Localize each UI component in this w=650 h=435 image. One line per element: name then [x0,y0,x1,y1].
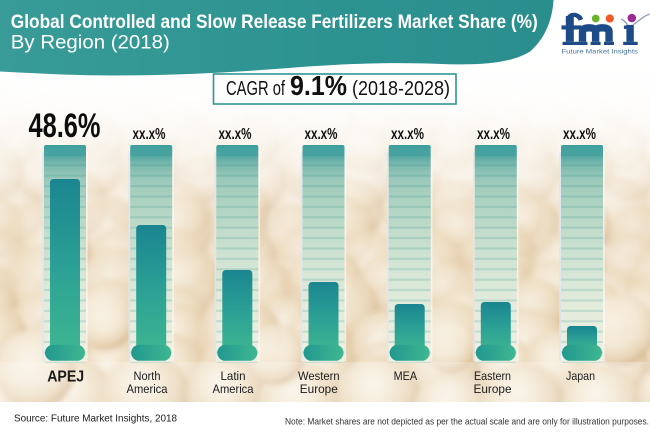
svg-text:APEJ: APEJ [47,369,84,386]
svg-text:America: America [213,382,254,396]
svg-text:(2018-2028): (2018-2028) [352,78,450,100]
svg-text:48.6%: 48.6% [29,107,101,145]
svg-text:9.1%: 9.1% [290,70,347,101]
svg-text:Europe: Europe [300,382,338,396]
svg-text:MEA: MEA [394,369,418,383]
svg-text:Global Controlled and Slow Rel: Global Controlled and Slow Release Ferti… [11,11,538,33]
svg-text:Europe: Europe [474,382,512,396]
svg-text:xx.x%: xx.x% [477,126,510,143]
svg-text:Western: Western [298,369,340,383]
svg-text:America: America [127,382,168,396]
svg-text:Eastern: Eastern [474,369,511,383]
svg-text:xx.x%: xx.x% [391,126,424,143]
svg-text:xx.x%: xx.x% [219,126,252,143]
svg-text:xx.x%: xx.x% [563,126,596,143]
svg-text:CAGR of: CAGR of [226,78,285,100]
svg-text:Note: Market shares are not de: Note: Market shares are not depicted as … [285,417,649,427]
svg-text:xx.x%: xx.x% [133,126,166,143]
svg-text:Future Market Insights: Future Market Insights [562,49,639,56]
svg-text:North: North [134,369,161,383]
svg-text:Source: Future Market Insights: Source: Future Market Insights, 2018 [14,413,177,425]
svg-text:Latin: Latin [221,369,246,383]
svg-text:By Region (2018): By Region (2018) [11,32,170,54]
svg-text:Japan: Japan [566,369,595,383]
svg-text:xx.x%: xx.x% [305,126,338,143]
